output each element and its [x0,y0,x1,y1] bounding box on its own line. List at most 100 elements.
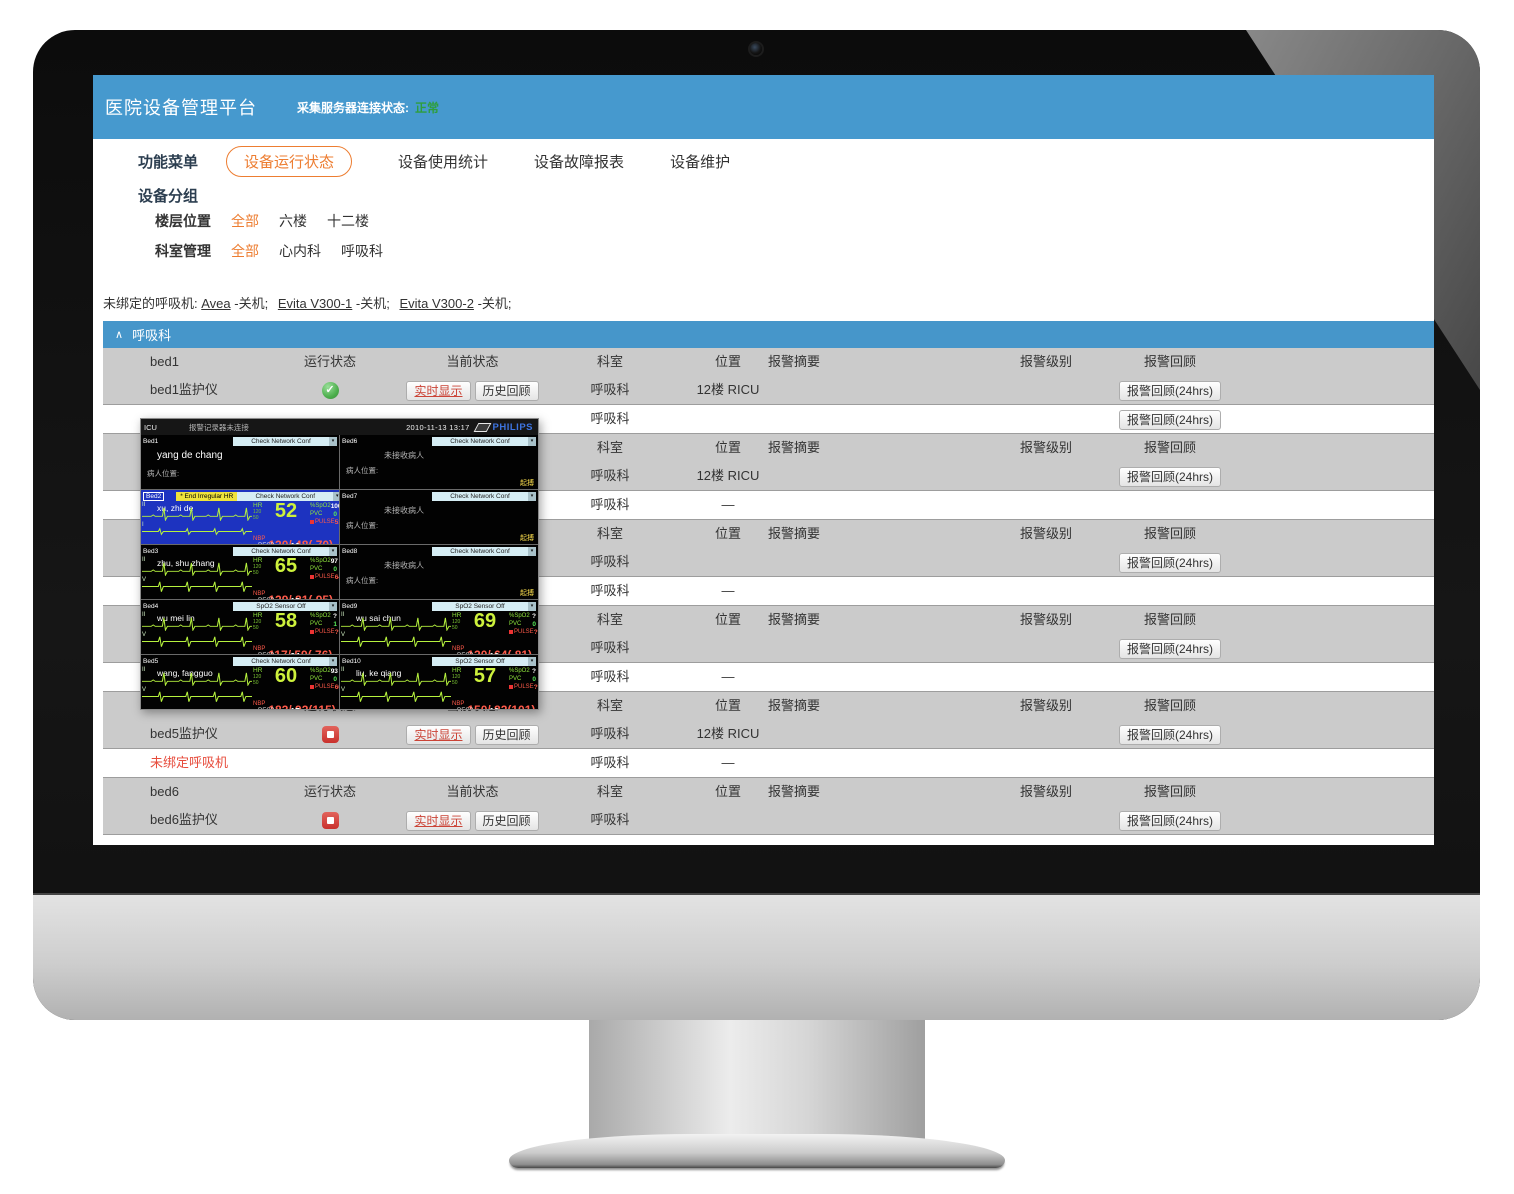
resp-value: 16 [489,651,498,654]
bed-tile-bed3: Bed3 Check Network Conf ▾ zhu, shu zhang … [141,545,339,599]
tile-dropdown[interactable]: Check Network Conf ▾ [233,546,337,556]
resp-value: 15 [290,596,299,599]
live-view-button[interactable]: 实时显示 [406,810,471,831]
table-row-bed5-monitor: bed5监护仪 实时显示 历史回顾 呼吸科 12楼 RICU 报警回顾(24hrs… [103,720,1434,748]
filter-dept-respiratory[interactable]: 呼吸科 [341,243,383,259]
pvc-value: 0 [532,620,536,628]
tile-dropdown[interactable]: Check Network Conf ▾ [233,656,337,666]
alarm-review-button[interactable]: 报警回顾(24hrs) [1118,810,1221,831]
patient-location-label: 病人位置: [346,576,379,585]
bed-tile-bed2: Bed2 * End Irregular HR Check Network Co… [141,490,339,544]
tab-device-maintenance[interactable]: 设备维护 [670,153,731,171]
alarm-off-icon [310,630,314,634]
hr-value: 65 [274,555,298,577]
nbp-value: 129/ 81( 95) [268,593,333,599]
tab-device-running-status[interactable]: 设备运行状态 [226,145,353,177]
patient-location-label: 病人位置: [147,469,180,478]
pulse-value: 64 [334,573,339,581]
hr-value: 57 [473,665,497,687]
filter-floor-12[interactable]: 十二楼 [327,213,369,229]
hr-value: 60 [274,665,298,687]
filter-dept-all[interactable]: 全部 [231,243,259,259]
no-patient-label: 未接收病人 [384,561,424,570]
spo2-value: 93 [330,667,338,675]
recorder-message: 报警记录器未连接 [188,422,249,432]
resp-value: 17 [290,706,299,709]
loc-cell: 12楼 RICU [696,382,760,397]
filter-floor-label: 楼层位置 [155,213,211,229]
alarm-off-icon [310,685,314,689]
filter-floor-6[interactable]: 六楼 [279,213,307,229]
ecg-waveform [142,562,252,576]
group-bar-respiratory[interactable]: ∧ 呼吸科 [103,321,1434,348]
table-row-bed6-header: bed6 运行状态 当前状态 科室 位置 报警摘要 报警级别 报警回顾 [103,778,1434,806]
unbound-ventilator-label: 未绑定呼吸机 [150,755,229,770]
app-header: 医院设备管理平台 采集服务器连接状态: 正常 [93,75,1434,139]
chevron-down-icon: ▾ [329,436,337,446]
alarm-review-button[interactable]: 报警回顾(24hrs) [1118,380,1221,401]
ecg-waveform [341,617,451,631]
status-stopped-icon [321,726,339,744]
bed-tile-bed10: Bed10 SpO2 Sensor Off ▾ liu, ke qiang II … [340,655,538,709]
bed-label: bed6 [150,784,179,799]
paced-label: 起搏 [520,480,534,487]
history-button[interactable]: 历史回顾 [474,724,539,745]
table-row-bed1-monitor: bed1监护仪 ✓ 实时显示 历史回顾 呼吸科 12楼 RICU 报警回顾(24h… [103,376,1434,404]
collapse-chevron-icon[interactable]: ∧ [115,329,124,341]
alarm-review-button[interactable]: 报警回顾(24hrs) [1118,552,1221,573]
chevron-down-icon: ▾ [528,491,536,501]
live-view-button[interactable]: 实时显示 [406,380,471,401]
alarm-banner: * End Irregular HR [176,491,238,501]
unbound-ventilators-line: 未绑定的呼吸机: Avea -关机; Evita V300-1 -关机; Evi… [103,293,518,312]
monitor-datetime: 2010-11-13 13:17 [406,422,470,432]
tile-dropdown[interactable]: Check Network Conf ▾ [237,491,339,501]
table-row-bed6-monitor: bed6监护仪 实时显示 历史回顾 呼吸科 报警回顾(24hrs) [103,806,1434,834]
tile-dropdown[interactable]: SpO2 Sensor Off ▾ [432,601,536,611]
tile-dropdown[interactable]: SpO2 Sensor Off ▾ [233,601,337,611]
live-view-button[interactable]: 实时显示 [406,724,471,745]
tile-dropdown[interactable]: SpO2 Sensor Off ▾ [432,656,536,666]
alarm-review-button[interactable]: 报警回顾(24hrs) [1118,466,1221,487]
history-button[interactable]: 历史回顾 [474,380,539,401]
pvc-value: 0 [333,565,337,573]
unbound-link-evita2[interactable]: Evita V300-2 [399,296,474,311]
chevron-down-icon: ▾ [528,601,536,611]
spo2-value: 97 [330,557,338,565]
resp-value: 16 [489,706,498,709]
pvc-value: 0 [532,675,536,683]
alarm-review-button[interactable]: 报警回顾(24hrs) [1118,409,1221,430]
tab-device-fault-report[interactable]: 设备故障报表 [534,153,625,171]
hr-value: 52 [274,500,298,522]
filter-floor-all[interactable]: 全部 [231,213,259,229]
recorder-icon [473,422,491,432]
pulse-value: ? [533,628,538,636]
unbound-link-avea[interactable]: Avea [201,296,231,311]
alarm-review-button[interactable]: 报警回顾(24hrs) [1118,638,1221,659]
monitor-stand-neck [589,1016,925,1146]
resp-value: 10 [290,541,299,544]
patient-name: yang de chang [157,450,223,461]
history-button[interactable]: 历史回顾 [474,810,539,831]
tile-dropdown[interactable]: Check Network Conf ▾ [432,546,536,556]
unbound-link-evita1[interactable]: Evita V300-1 [277,296,353,311]
tile-dropdown[interactable]: Check Network Conf ▾ [432,436,536,446]
tab-device-usage-stats[interactable]: 设备使用统计 [398,153,489,171]
resp-value: 24 [290,651,299,654]
patient-name: wu sai chun [356,613,401,623]
unbound-prefix: 未绑定的呼吸机: [103,296,198,311]
monitor-chin [33,893,1480,1020]
ecg-waveform [142,581,252,592]
chevron-down-icon: ▾ [528,546,536,556]
alarm-review-button[interactable]: 报警回顾(24hrs) [1118,724,1221,745]
tile-dropdown[interactable]: Check Network Conf ▾ [233,436,337,446]
chevron-down-icon: ▾ [528,436,536,446]
no-patient-label: 未接收病人 [384,506,424,515]
pulse-value: 51 [334,518,339,526]
table-row-bed1-header: bed1 运行状态 当前状态 科室 位置 报警摘要 报警级别 报警回顾 [103,348,1434,376]
filter-dept-cardiology[interactable]: 心内科 [279,243,321,259]
alarm-off-icon [509,630,513,634]
unit-label: ICU [144,422,157,432]
tile-dropdown[interactable]: Check Network Conf ▾ [432,491,536,501]
spo2-value: ? [532,667,536,675]
chevron-down-icon: ▾ [329,601,337,611]
